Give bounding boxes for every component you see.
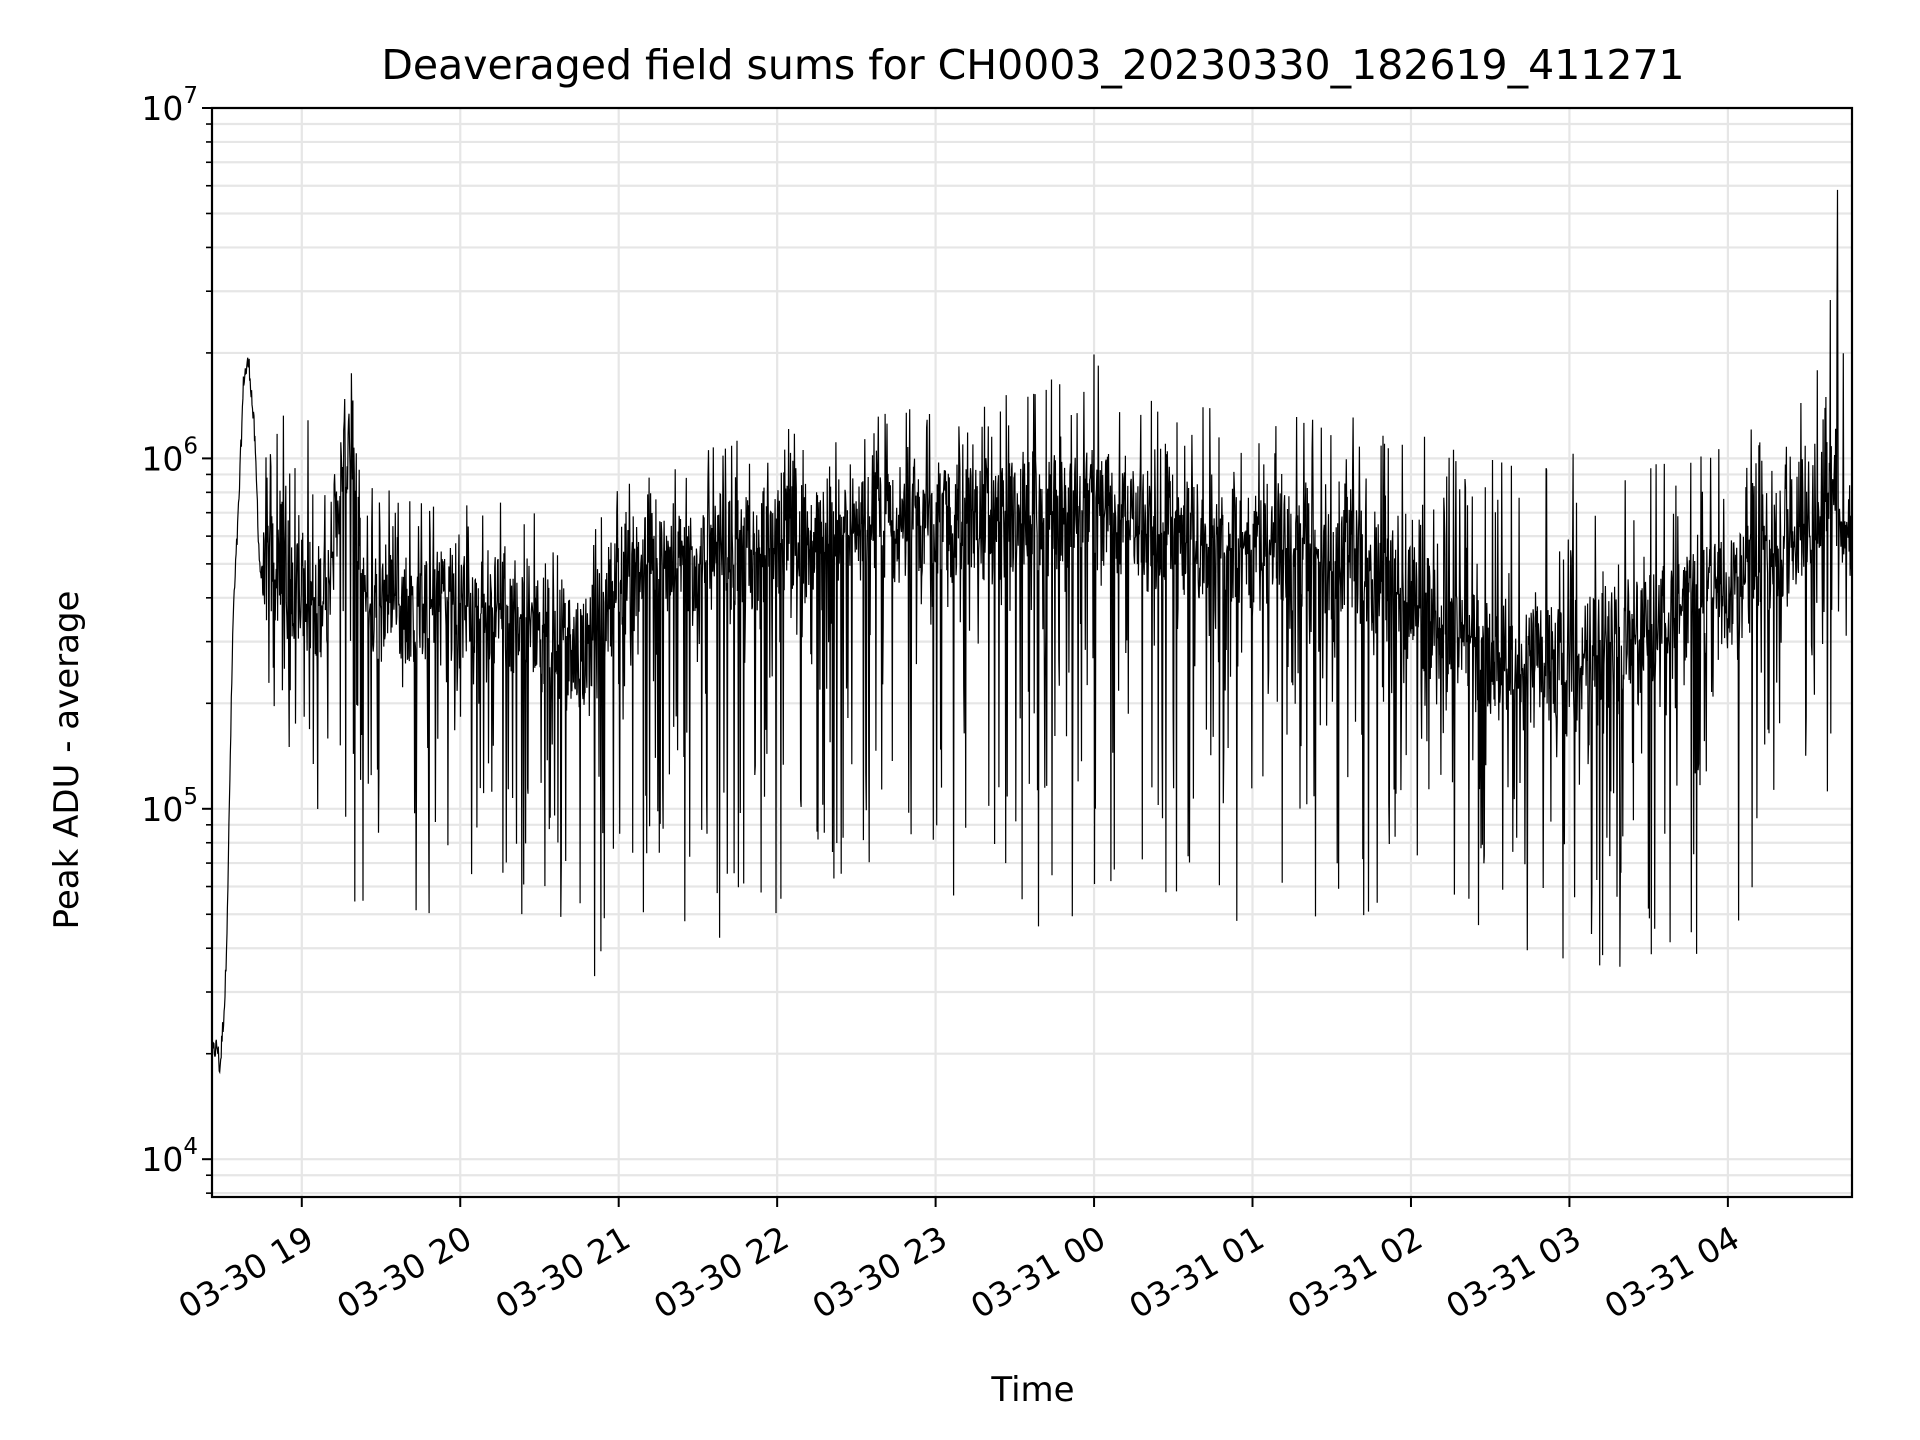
x-tick-label: 03-30 22 xyxy=(647,1218,795,1326)
x-axis: 03-30 19 03-30 20 03-30 21 03-30 22 03-30 23… xyxy=(172,1197,1746,1326)
data-series xyxy=(211,189,1853,1075)
x-tick-label: 03-31 00 xyxy=(964,1218,1112,1326)
plot-frame xyxy=(210,106,1854,1199)
x-tick-label: 03-30 23 xyxy=(806,1218,954,1326)
x-tick-label: 03-31 04 xyxy=(1598,1218,1746,1326)
y-axis-label: Peak ADU - average xyxy=(47,591,87,930)
y-tick-label: 107 xyxy=(141,83,198,128)
chart-title: Deaveraged field sums for CH0003_2023033… xyxy=(381,41,1684,89)
x-axis-label: Time xyxy=(990,1370,1074,1410)
series-line xyxy=(211,189,1853,1075)
x-tick-label: 03-30 19 xyxy=(172,1218,320,1326)
x-grid xyxy=(300,108,1729,1197)
y-tick-label: 104 xyxy=(141,1134,198,1179)
x-tick-label: 03-31 01 xyxy=(1123,1218,1271,1326)
y-tick-label: 106 xyxy=(141,433,198,478)
x-tick-label: 03-31 02 xyxy=(1281,1218,1429,1326)
y-axis: 104 105 106 107 xyxy=(141,83,212,1179)
x-tick-label: 03-30 21 xyxy=(489,1218,637,1326)
x-tick-label: 03-31 03 xyxy=(1439,1218,1587,1326)
y-tick-label: 105 xyxy=(141,784,198,829)
x-tick-label: 03-30 20 xyxy=(330,1218,478,1326)
